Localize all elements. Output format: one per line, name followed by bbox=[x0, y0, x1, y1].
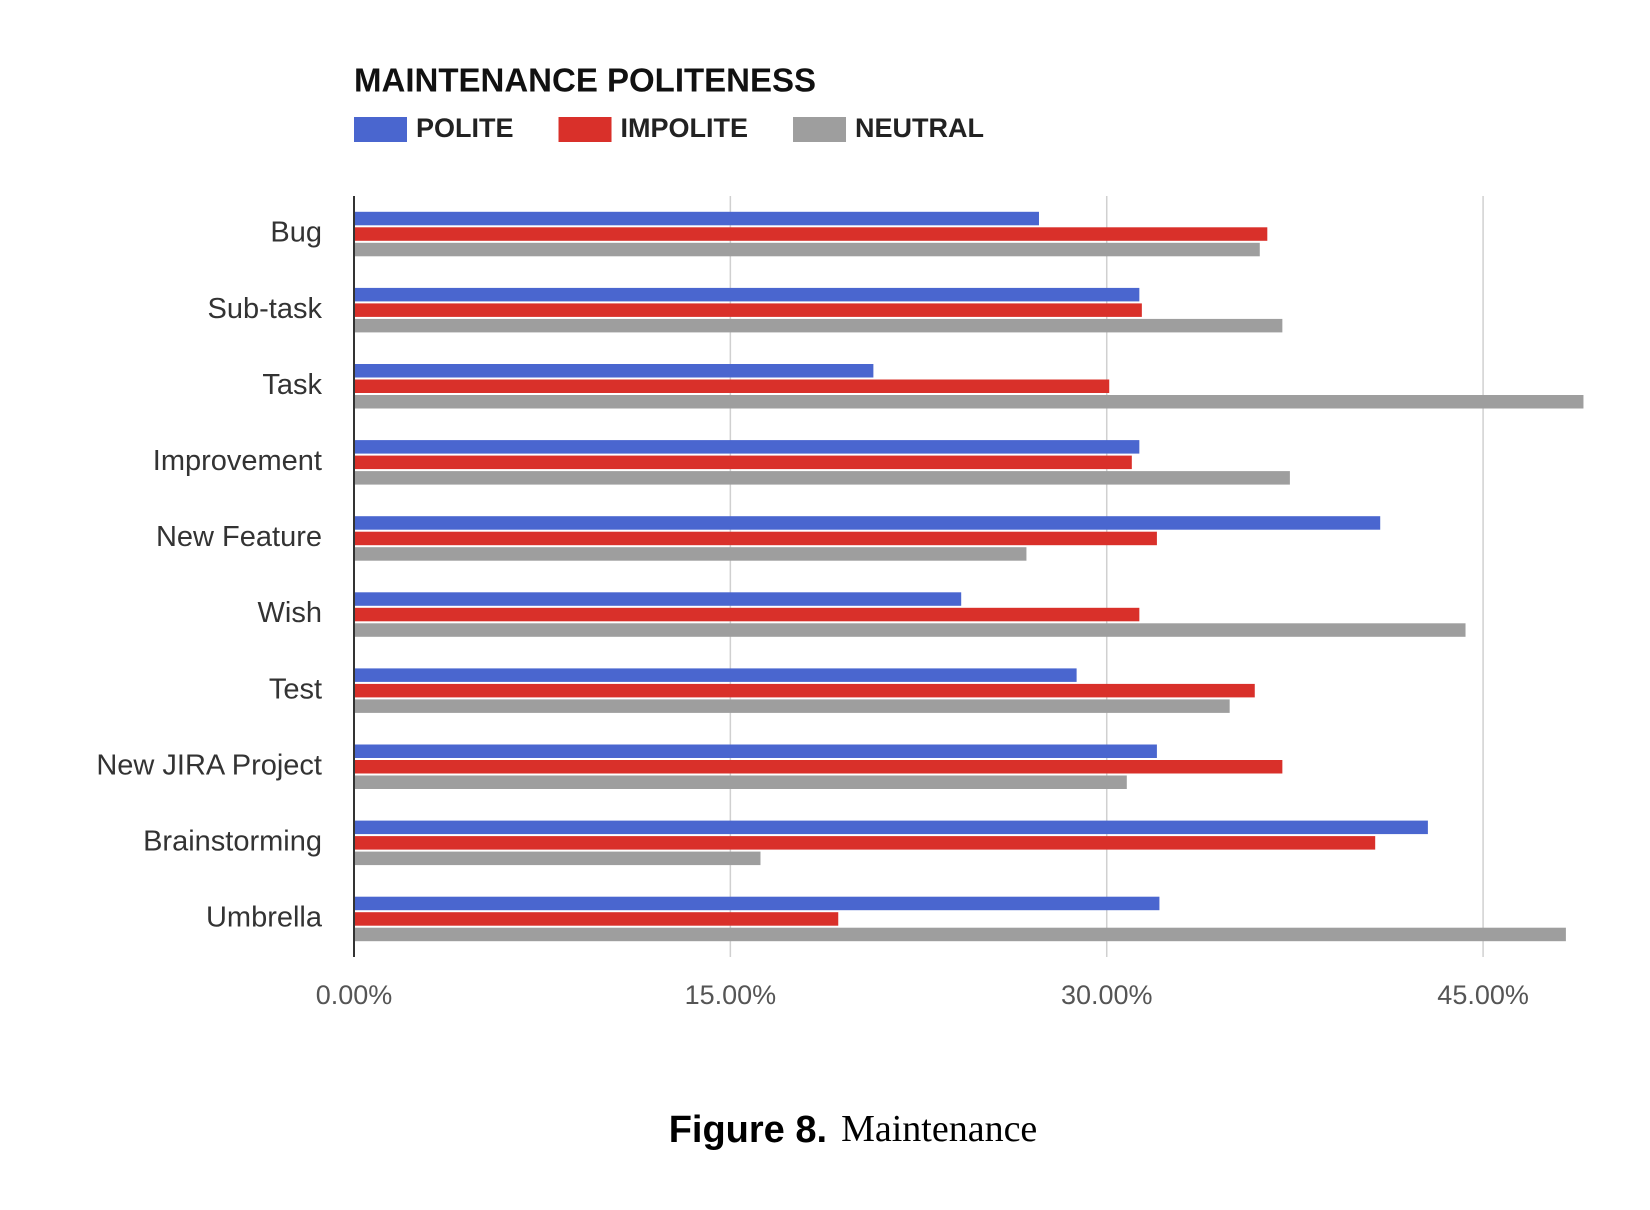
bar bbox=[354, 775, 1127, 789]
y-tick-label: Task bbox=[262, 369, 322, 401]
bar bbox=[354, 379, 1110, 393]
y-tick-label: Test bbox=[269, 673, 322, 705]
bar bbox=[354, 851, 761, 866]
bar bbox=[354, 836, 1376, 850]
bar bbox=[354, 607, 1140, 622]
y-tick-label: Umbrella bbox=[206, 902, 323, 934]
chart-title: MAINTENANCE POLITENESS bbox=[354, 62, 816, 99]
bar bbox=[354, 760, 1283, 774]
bar bbox=[354, 211, 1039, 226]
caption-label: Figure 8. bbox=[669, 1109, 827, 1151]
y-tick-label: Bug bbox=[270, 217, 322, 249]
bar bbox=[354, 303, 1142, 317]
caption: Figure 8. Maintenance bbox=[669, 1108, 1038, 1151]
x-tick-label: 15.00% bbox=[685, 980, 777, 1010]
bar bbox=[354, 744, 1157, 758]
bar bbox=[354, 927, 1566, 942]
legend-swatch bbox=[558, 117, 612, 142]
y-tick-label: Brainstorming bbox=[143, 826, 322, 858]
y-tick-label: New Feature bbox=[156, 521, 322, 553]
bar bbox=[354, 912, 839, 926]
legend-swatch bbox=[354, 117, 407, 142]
y-tick-label: Improvement bbox=[153, 445, 322, 477]
bar bbox=[354, 683, 1255, 698]
bar bbox=[354, 820, 1428, 835]
y-tick-label: Wish bbox=[258, 597, 322, 629]
caption-text: Maintenance bbox=[841, 1108, 1037, 1150]
bar bbox=[354, 227, 1268, 241]
legend-label: NEUTRAL bbox=[855, 113, 984, 143]
bar bbox=[354, 516, 1381, 530]
x-tick-label: 45.00% bbox=[1437, 980, 1529, 1010]
bar bbox=[354, 318, 1283, 333]
legend-swatch bbox=[793, 117, 847, 142]
bar bbox=[354, 592, 962, 606]
bar bbox=[354, 287, 1140, 302]
y-tick-label: New JIRA Project bbox=[96, 749, 322, 781]
bar bbox=[354, 364, 874, 378]
bar bbox=[354, 531, 1157, 546]
bar bbox=[354, 896, 1160, 911]
y-tick-label: Sub-task bbox=[208, 293, 323, 325]
x-tick-label: 30.00% bbox=[1061, 980, 1153, 1010]
bar bbox=[354, 699, 1230, 713]
legend-label: POLITE bbox=[416, 113, 514, 143]
bar bbox=[354, 440, 1140, 454]
bar bbox=[354, 547, 1027, 561]
bar bbox=[354, 455, 1132, 470]
bar bbox=[354, 395, 1584, 409]
legend-label: IMPOLITE bbox=[621, 113, 749, 143]
bar bbox=[354, 242, 1260, 257]
bar bbox=[354, 471, 1290, 485]
bar bbox=[354, 623, 1466, 637]
bar bbox=[354, 668, 1077, 682]
x-tick-label: 0.00% bbox=[316, 980, 393, 1010]
